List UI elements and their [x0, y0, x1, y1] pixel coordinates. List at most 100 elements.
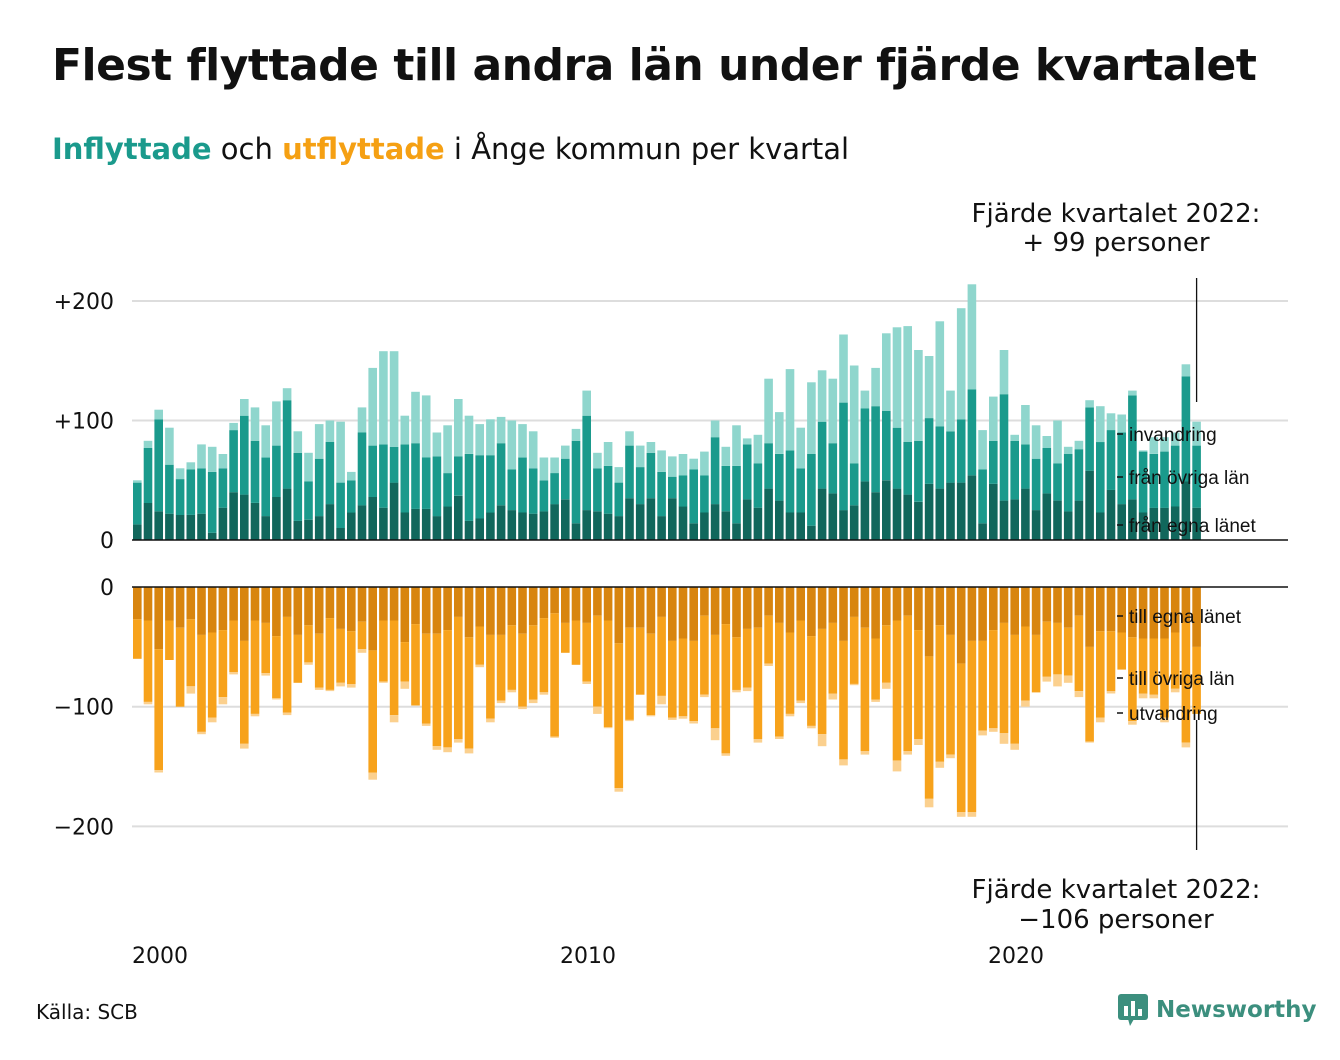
bar-out-segment [133, 619, 142, 659]
bar-in-segment [326, 421, 335, 443]
bar-in-segment [593, 453, 602, 469]
bar-in-segment [272, 497, 281, 540]
bar-out-segment [347, 587, 356, 631]
bar-in-segment [936, 321, 945, 426]
bar-in-segment [497, 417, 506, 443]
bar-out-segment [1043, 622, 1052, 677]
bar-out-segment [1107, 587, 1116, 631]
bar-out-segment [1064, 676, 1073, 683]
bar-out-segment [957, 587, 966, 664]
bar-out-segment [219, 587, 228, 630]
bar-in-segment [946, 431, 955, 482]
bar-in-segment [358, 433, 367, 506]
bar-out-segment [1107, 631, 1116, 691]
bar-in-segment [475, 424, 484, 455]
bar-in-segment [144, 503, 153, 540]
bar-in-segment [786, 450, 795, 512]
bar-in-segment [154, 410, 163, 420]
bar-in-segment [368, 497, 377, 540]
bar-out-segment [401, 642, 410, 682]
bar-in-segment [775, 454, 784, 501]
bar-out-segment [1021, 627, 1030, 701]
bar-in-segment [679, 507, 688, 541]
bar-out-segment [529, 625, 538, 699]
bar-out-segment [679, 587, 688, 639]
bar-out-segment [893, 621, 902, 761]
bar-in-segment [347, 480, 356, 512]
bar-out-segment [903, 616, 912, 751]
bar-out-segment [518, 587, 527, 634]
bar-in-segment [561, 459, 570, 500]
bar-out-segment [839, 641, 848, 760]
annotations: Fjärde kvartalet 2022:+ 99 personerFjärd… [972, 199, 1261, 935]
bar-out-segment [261, 623, 270, 673]
annotation-bottom-value: −106 personer [1018, 905, 1214, 935]
bar-out-segment [486, 635, 495, 719]
bar-in-segment [443, 473, 452, 507]
bar-in-segment [625, 498, 634, 540]
bar-in-segment [657, 516, 666, 540]
bar-in-segment [422, 458, 431, 509]
bar-out-segment [368, 650, 377, 772]
bar-in-segment [861, 409, 870, 482]
bar-out-segment [636, 628, 645, 695]
bar-out-segment [796, 587, 805, 621]
bar-in-segment [903, 442, 912, 495]
bar-out-segment [326, 618, 335, 690]
bar-in-segment [411, 509, 420, 540]
bar-in-segment [368, 368, 377, 446]
bar-in-segment [283, 388, 292, 400]
bar-out-segment [1117, 587, 1126, 633]
bar-in-segment [711, 437, 720, 504]
bar-in-segment [861, 481, 870, 540]
bar-out-segment [283, 587, 292, 617]
bar-in-segment [294, 453, 303, 521]
bar-out-segment [978, 641, 987, 731]
bar-out-segment [304, 625, 313, 662]
bar-out-segment [946, 587, 955, 635]
bar-in-segment [347, 513, 356, 541]
bar-out-segment [775, 737, 784, 739]
bar-in-segment [144, 448, 153, 503]
bar-in-segment [700, 476, 709, 513]
bar-in-segment [1064, 447, 1073, 454]
bar-out-segment [315, 587, 324, 634]
bar-out-segment [154, 649, 163, 770]
bar-in-segment [390, 351, 399, 447]
annotation-top-label: Fjärde kvartalet 2022: [972, 199, 1261, 229]
bar-in-segment [914, 441, 923, 502]
bar-in-segment [219, 454, 228, 468]
bar-in-segment [796, 428, 805, 469]
bar-in-segment [946, 483, 955, 540]
bar-out-segment [593, 587, 602, 616]
bar-in-segment [508, 421, 517, 470]
bar-in-segment [1000, 350, 1009, 394]
bar-in-segment [882, 411, 891, 480]
bar-out-segment [968, 812, 977, 817]
bar-in-segment [989, 484, 998, 540]
bar-in-segment [433, 433, 442, 457]
bar-in-segment [829, 493, 838, 540]
bar-in-segment [957, 483, 966, 540]
bar-in-segment [326, 504, 335, 540]
bar-in-segment [968, 389, 977, 475]
bar-out-segment [936, 762, 945, 768]
brand-chart-icon [1118, 994, 1148, 1026]
bar-out-segment [1021, 587, 1030, 627]
bar-in-segment [208, 447, 217, 472]
bar-in-segment [251, 503, 260, 540]
bar-in-segment [689, 459, 698, 470]
annotation-top-value: + 99 personer [1022, 228, 1210, 258]
bar-out-segment [165, 587, 174, 621]
bar-out-segment [625, 628, 634, 720]
bar-in-segment [165, 465, 174, 514]
bar-out-segment [850, 617, 859, 684]
bar-in-segment [368, 446, 377, 497]
bar-in-segment [839, 510, 848, 540]
bar-in-segment [1182, 364, 1191, 376]
bar-out-segment [914, 739, 923, 745]
bar-out-segment [700, 695, 709, 697]
bar-out-segment [861, 587, 870, 628]
bar-out-segment [347, 631, 356, 684]
bar-in-segment [604, 442, 613, 466]
